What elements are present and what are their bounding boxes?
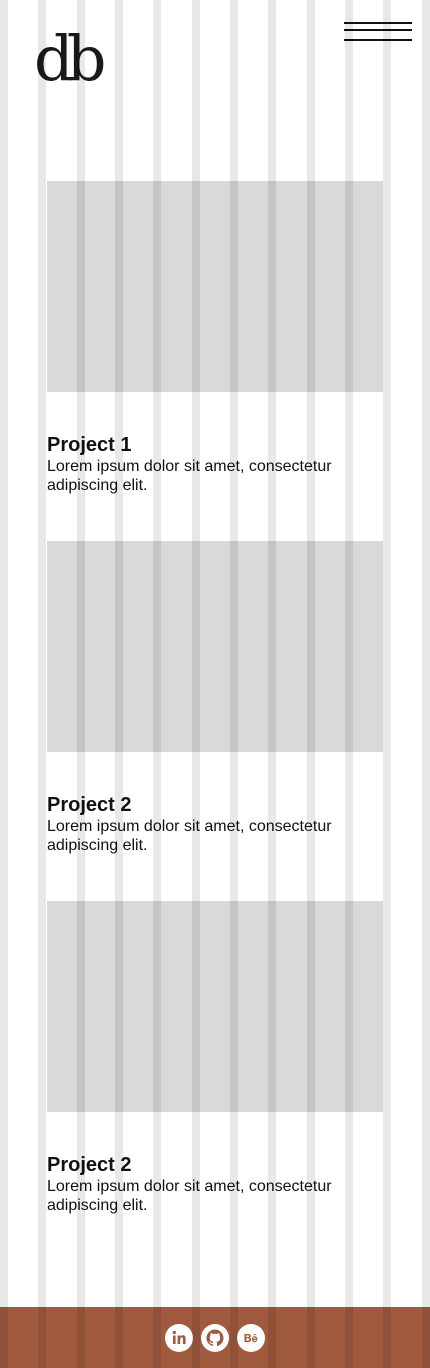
- grid-column: [38, 0, 46, 1368]
- hamburger-menu-icon[interactable]: [344, 22, 412, 44]
- project-title[interactable]: Project 2: [47, 1154, 132, 1176]
- github-icon[interactable]: [201, 1324, 229, 1352]
- project-image[interactable]: [47, 541, 383, 752]
- menu-line: [344, 39, 412, 41]
- grid-column: [383, 0, 391, 1368]
- linkedin-icon[interactable]: [165, 1324, 193, 1352]
- project-image[interactable]: [47, 901, 383, 1112]
- menu-line: [344, 29, 412, 31]
- footer: [0, 1307, 430, 1368]
- logo[interactable]: db: [34, 22, 106, 95]
- behance-icon[interactable]: [237, 1324, 265, 1352]
- project-description: Lorem ipsum dolor sit amet, consectetur …: [47, 458, 332, 494]
- project-title[interactable]: Project 2: [47, 794, 132, 816]
- grid-column: [0, 0, 8, 1368]
- grid-column: [422, 0, 430, 1368]
- project-description: Lorem ipsum dolor sit amet, consectetur …: [47, 818, 332, 854]
- project-description: Lorem ipsum dolor sit amet, consectetur …: [47, 1178, 332, 1214]
- menu-line: [344, 22, 412, 24]
- project-image[interactable]: [47, 181, 383, 392]
- project-title[interactable]: Project 1: [47, 434, 132, 456]
